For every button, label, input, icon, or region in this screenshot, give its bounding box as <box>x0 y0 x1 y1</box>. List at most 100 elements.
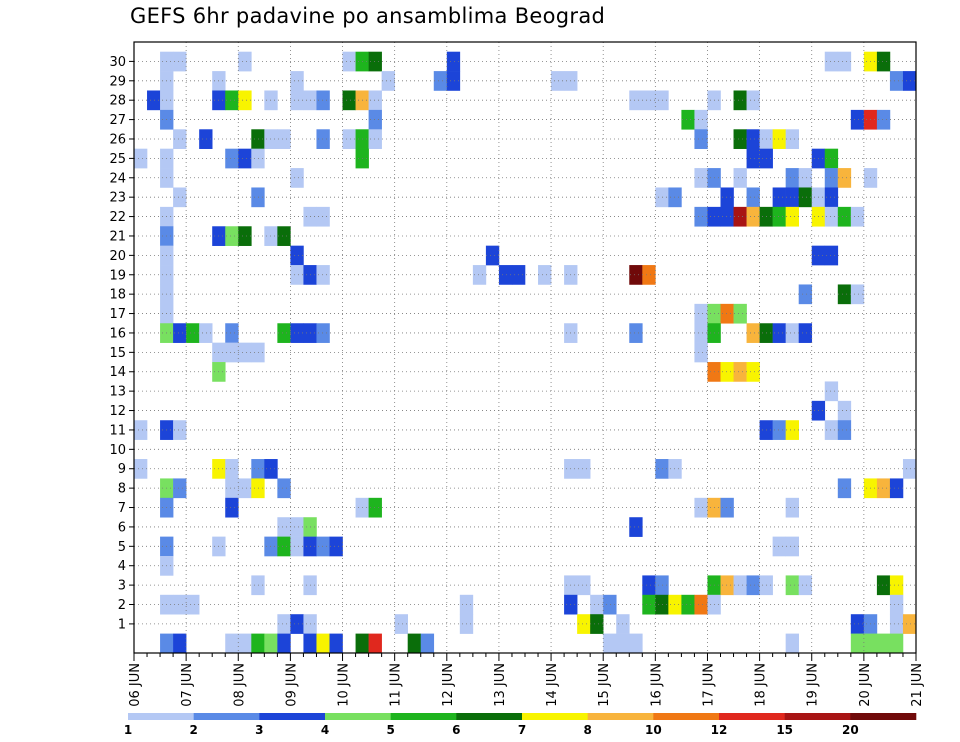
heatmap-cell <box>577 459 591 479</box>
x-tick-label: 16 JUN <box>649 663 664 707</box>
x-tick-label: 17 JUN <box>701 663 716 707</box>
heatmap-cell <box>290 245 304 266</box>
heatmap-cell <box>407 633 422 654</box>
heatmap-cell <box>134 420 148 440</box>
heatmap-cell <box>316 536 330 557</box>
heatmap-cell <box>642 90 656 111</box>
heatmap-cell <box>889 614 904 634</box>
y-tick-label: 22 <box>109 210 126 225</box>
heatmap-cell <box>433 71 448 91</box>
colorbar-label: 10 <box>645 723 662 737</box>
heatmap-cell <box>173 478 187 499</box>
y-tick-label: 16 <box>109 326 126 341</box>
heatmap-cell <box>694 342 708 363</box>
y-tick-label: 19 <box>109 268 126 283</box>
x-tick-label: 14 JUN <box>545 663 560 707</box>
colorbar-segment <box>719 713 785 720</box>
colorbar-segment <box>653 713 720 720</box>
heatmap-cell <box>134 459 148 479</box>
heatmap-cell <box>720 303 734 324</box>
heatmap-cell <box>694 109 708 130</box>
heatmap-cell <box>798 284 813 305</box>
heatmap-cell <box>368 90 382 111</box>
y-tick-label: 3 <box>118 579 126 594</box>
heatmap-cell <box>251 633 265 654</box>
heatmap-cell <box>798 168 813 188</box>
heatmap-cell <box>785 536 799 557</box>
heatmap-cell <box>290 168 304 188</box>
heatmap-cell <box>876 575 891 596</box>
x-axis: 06 JUN 07 JUN 08 JUN 09 JUN 10 JUN 11 JUN 12 J… <box>128 653 925 707</box>
heatmap-cell <box>238 342 252 363</box>
y-tick-label: 24 <box>109 171 126 186</box>
y-tick-label: 11 <box>109 423 126 438</box>
heatmap-cell <box>316 265 330 285</box>
colorbar-segment <box>784 713 851 720</box>
heatmap-cell <box>889 71 904 91</box>
heatmap-cell <box>251 187 265 208</box>
heatmap-cell <box>368 109 382 130</box>
heatmap-cell <box>798 187 813 208</box>
heatmap-cell <box>603 594 617 615</box>
x-tick-label: 08 JUN <box>232 663 247 707</box>
heatmap-cell <box>225 633 239 654</box>
heatmap-cell <box>733 129 747 149</box>
heatmap-cell <box>629 633 643 654</box>
heatmap-cell <box>538 265 552 285</box>
y-tick-label: 1 <box>118 617 126 632</box>
heatmap-cell <box>290 90 304 111</box>
colorbar-label: 8 <box>583 723 591 737</box>
y-tick-label: 20 <box>109 249 126 264</box>
heatmap-cell <box>173 420 187 440</box>
heatmap-cell <box>629 265 643 285</box>
colorbar-segment <box>193 713 260 720</box>
heatmap-cell <box>590 594 604 615</box>
heatmap-cell <box>238 633 252 654</box>
heatmap-cell <box>733 168 747 188</box>
heatmap-cell <box>446 71 461 91</box>
y-tick-label: 2 <box>118 598 126 613</box>
colorbar-segment <box>128 713 194 720</box>
heatmap-cell <box>681 109 695 130</box>
heatmap-cell <box>642 265 656 285</box>
heatmap-cell <box>746 129 760 149</box>
y-tick-label: 18 <box>109 288 126 303</box>
chart-title: GEFS 6hr padavine po ansamblima Beograd <box>130 4 606 28</box>
heatmap-cell <box>668 187 682 208</box>
heatmap-cell <box>889 575 904 596</box>
heatmap-cell <box>251 575 265 596</box>
x-tick-label: 21 JUN <box>910 663 925 707</box>
heatmap-cell <box>720 497 734 518</box>
heatmap-cell <box>225 90 239 111</box>
heatmap-cell <box>889 633 904 654</box>
heatmap-cell <box>277 633 291 654</box>
heatmap-cell <box>290 323 304 343</box>
heatmap-cell <box>785 633 799 654</box>
heatmap-cell <box>329 633 343 654</box>
heatmap-cell <box>824 381 839 402</box>
heatmap-cell <box>694 206 708 227</box>
heatmap-cell <box>225 148 239 169</box>
colorbar-label: 7 <box>518 723 526 737</box>
heatmap-cell <box>551 71 565 91</box>
heatmap-cell <box>277 536 291 557</box>
heatmap-cell <box>590 614 604 634</box>
heatmap-cell <box>733 303 747 324</box>
x-tick-label: 06 JUN <box>128 663 143 707</box>
heatmap-cell <box>850 109 865 130</box>
heatmap-cell <box>785 420 799 440</box>
heatmap-cell <box>785 206 799 227</box>
heatmap-cell <box>173 633 187 654</box>
heatmap-cell <box>824 187 839 208</box>
heatmap-cell <box>316 90 330 111</box>
heatmap-cell <box>733 575 747 596</box>
heatmap-cell <box>720 206 734 227</box>
y-tick-label: 10 <box>109 443 126 458</box>
heatmap-cell <box>798 575 813 596</box>
heatmap-cell <box>316 129 330 149</box>
heatmap-cell <box>694 168 708 188</box>
heatmap-cell <box>498 265 513 285</box>
heatmap-cell <box>824 168 839 188</box>
heatmap-cell <box>629 517 643 537</box>
heatmap-cell <box>876 633 891 654</box>
